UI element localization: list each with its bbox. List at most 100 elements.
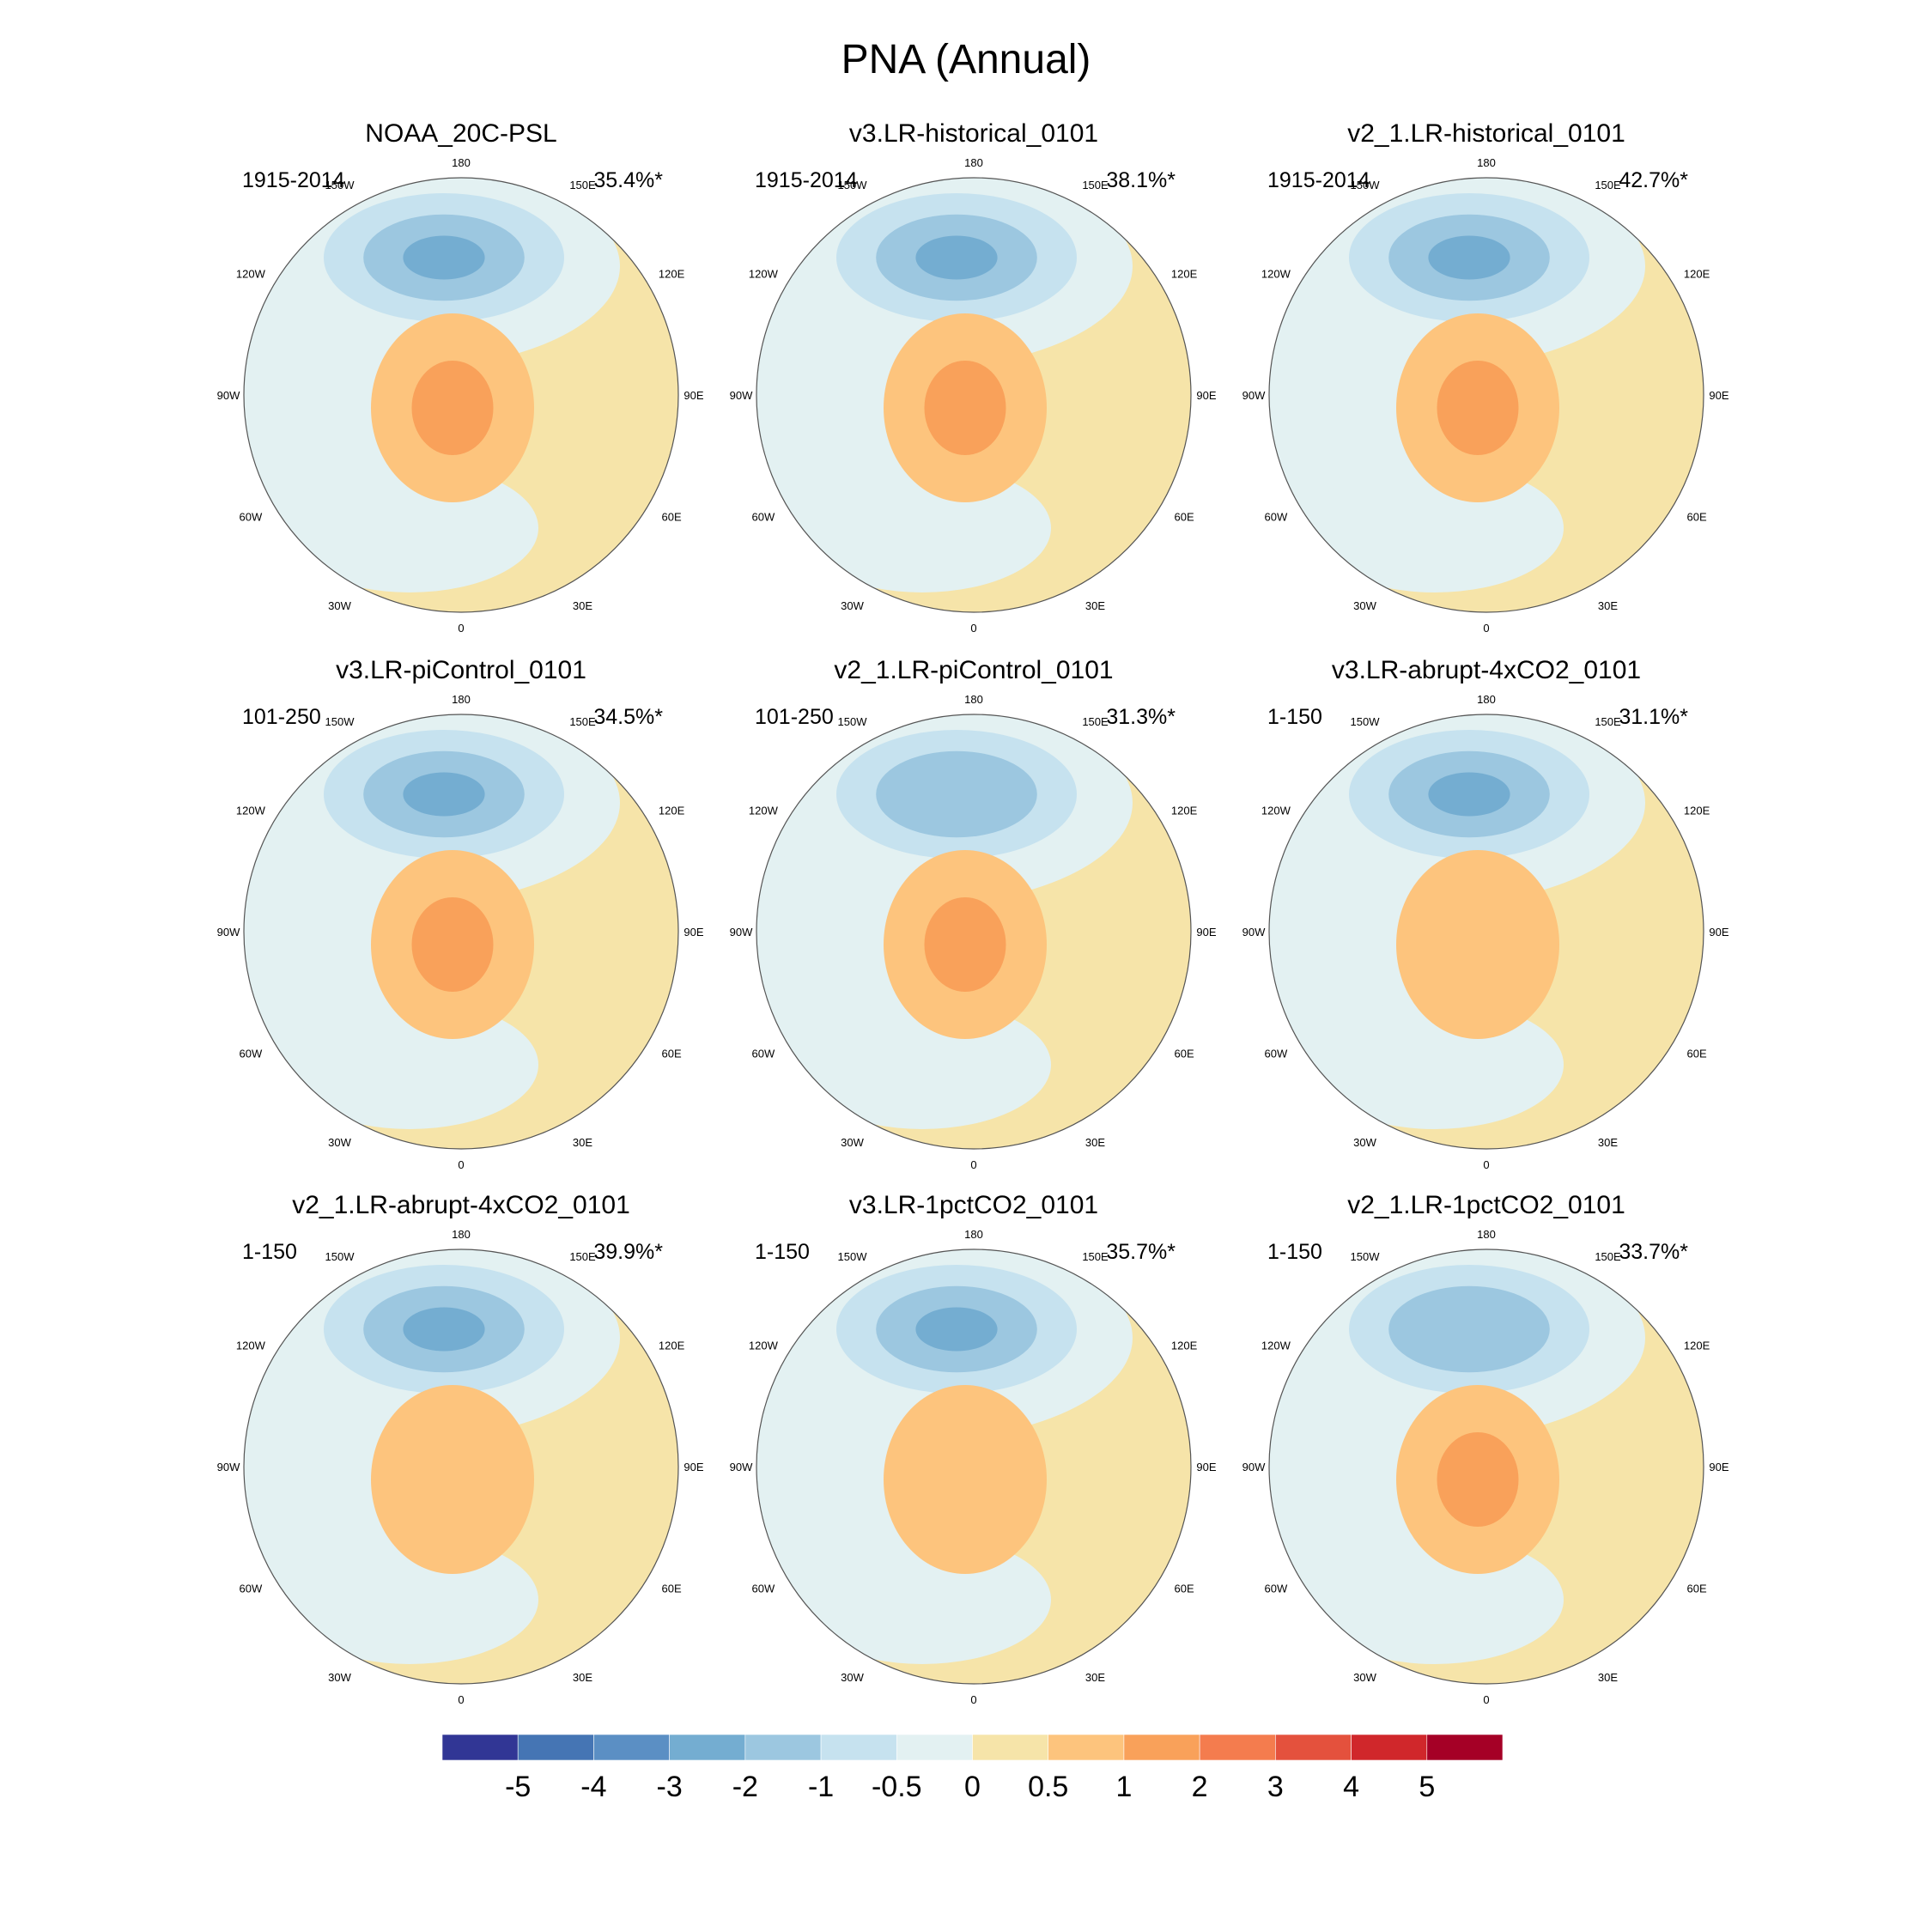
longitude-label: 60W bbox=[752, 1583, 775, 1595]
map-boundary bbox=[1268, 177, 1704, 613]
longitude-label: 150E bbox=[1595, 715, 1621, 728]
longitude-label: 120E bbox=[1684, 805, 1710, 817]
map-boundary bbox=[756, 714, 1192, 1150]
map-boundary bbox=[756, 1249, 1192, 1685]
pacific-low-contour bbox=[1428, 235, 1510, 280]
panel-title: v2_1.LR-piControl_0101 bbox=[834, 656, 1113, 684]
longitude-label: 60W bbox=[752, 511, 775, 524]
longitude-label: 90W bbox=[1242, 1461, 1266, 1473]
longitude-label: 180 bbox=[1477, 1228, 1496, 1241]
longitude-label: 150W bbox=[838, 179, 868, 191]
longitude-label: 90E bbox=[1196, 389, 1216, 402]
figure-title: PNA (Annual) bbox=[841, 37, 1091, 82]
longitude-label: 0 bbox=[1483, 1693, 1489, 1706]
longitude-label: 90W bbox=[217, 1461, 240, 1473]
colorbar-tick-label: 0.5 bbox=[1028, 1771, 1068, 1803]
pacific-low-contour bbox=[403, 1307, 485, 1352]
longitude-label: 150W bbox=[325, 179, 355, 191]
panel-variance: 38.1%* bbox=[1106, 168, 1176, 192]
arctic-high-contour bbox=[411, 897, 494, 992]
colorbar-tick-label: 2 bbox=[1192, 1771, 1208, 1803]
longitude-label: 180 bbox=[452, 156, 471, 169]
colorbar-swatch bbox=[820, 1734, 897, 1761]
panel-period: 1915-2014 bbox=[242, 168, 345, 192]
panel-variance: 35.4%* bbox=[593, 168, 663, 192]
longitude-label: 90W bbox=[730, 1461, 753, 1473]
colorbar-swatch bbox=[972, 1734, 1049, 1761]
colorbar: -5 -4 -3 -2 -1 -0.5 0 0.5 1 2 3 4 5 bbox=[441, 1734, 1504, 1803]
arctic-high-contour bbox=[924, 897, 1006, 992]
longitude-label: 120W bbox=[236, 268, 266, 281]
longitude-label: 180 bbox=[1477, 156, 1496, 169]
map-field bbox=[1269, 714, 1704, 1149]
longitude-label: 30E bbox=[1085, 1136, 1105, 1149]
longitude-label: 150E bbox=[1595, 179, 1621, 191]
longitude-label: 120W bbox=[749, 1340, 779, 1352]
colorbar-tick-label: -5 bbox=[505, 1771, 531, 1803]
colorbar-swatch bbox=[1275, 1734, 1352, 1761]
map-boundary bbox=[756, 177, 1192, 613]
map-field bbox=[1269, 1249, 1704, 1684]
longitude-label: 60E bbox=[1175, 511, 1194, 524]
colorbar-tick-label: -0.5 bbox=[872, 1771, 922, 1803]
longitude-label: 60E bbox=[662, 511, 682, 524]
arctic-high-contour bbox=[1437, 1432, 1519, 1527]
longitude-label: 0 bbox=[1483, 622, 1489, 635]
pacific-low-contour bbox=[1388, 1285, 1550, 1373]
longitude-label: 90W bbox=[217, 389, 240, 402]
colorbar-swatch bbox=[517, 1734, 594, 1761]
panel-period: 1915-2014 bbox=[1267, 168, 1370, 192]
panel-period: 1-150 bbox=[1267, 1240, 1322, 1264]
pacific-low-contour bbox=[403, 235, 485, 280]
longitude-label: 120W bbox=[236, 805, 266, 817]
longitude-label: 30E bbox=[1598, 599, 1618, 612]
panel-title: NOAA_20C-PSL bbox=[365, 119, 556, 148]
longitude-label: 30E bbox=[573, 599, 592, 612]
colorbar-swatch bbox=[441, 1734, 519, 1761]
longitude-label: 90E bbox=[1196, 926, 1216, 939]
panel-period: 101-250 bbox=[755, 705, 834, 729]
longitude-label: 120W bbox=[1261, 805, 1291, 817]
longitude-label: 0 bbox=[970, 1158, 976, 1171]
map-panel: v3.LR-historical_0101 1915-2014 38.1%* 180 1… bbox=[730, 119, 1217, 635]
colorbar-swatch bbox=[744, 1734, 822, 1761]
longitude-label: 60E bbox=[1687, 1583, 1707, 1595]
longitude-label: 120E bbox=[659, 805, 685, 817]
map-panel: v2_1.LR-1pctCO2_0101 1-150 33.7%* 180 150E 12… bbox=[1242, 1191, 1729, 1706]
panel-title: v2_1.LR-historical_0101 bbox=[1347, 119, 1625, 148]
longitude-label: 60W bbox=[240, 1583, 263, 1595]
longitude-label: 30W bbox=[1353, 1136, 1376, 1149]
panel-variance: 39.9%* bbox=[593, 1240, 663, 1264]
longitude-label: 60W bbox=[1265, 1583, 1288, 1595]
longitude-label: 120E bbox=[1171, 805, 1198, 817]
longitude-label: 150E bbox=[1082, 715, 1109, 728]
arctic-high-contour bbox=[371, 1385, 534, 1574]
longitude-label: 120E bbox=[1171, 1340, 1198, 1352]
longitude-label: 120E bbox=[659, 1340, 685, 1352]
longitude-label: 60E bbox=[662, 1048, 682, 1060]
panel-title: v3.LR-piControl_0101 bbox=[336, 656, 586, 684]
longitude-label: 120W bbox=[749, 268, 779, 281]
colorbar-tick-label: 0 bbox=[964, 1771, 981, 1803]
longitude-label: 60W bbox=[1265, 511, 1288, 524]
colorbar-tick-label: 1 bbox=[1115, 1771, 1132, 1803]
longitude-label: 30W bbox=[328, 1136, 351, 1149]
panel-period: 1-150 bbox=[1267, 705, 1322, 729]
longitude-label: 30W bbox=[841, 599, 864, 612]
panel-period: 1915-2014 bbox=[755, 168, 858, 192]
map-panel: v2_1.LR-abrupt-4xCO2_0101 1-150 39.9%* 180 1… bbox=[217, 1191, 704, 1706]
longitude-label: 120W bbox=[236, 1340, 266, 1352]
longitude-label: 90W bbox=[217, 926, 240, 939]
map-boundary bbox=[243, 714, 679, 1150]
longitude-label: 120E bbox=[1684, 1340, 1710, 1352]
colorbar-swatch bbox=[1351, 1734, 1428, 1761]
longitude-label: 150W bbox=[1351, 1250, 1381, 1263]
longitude-label: 0 bbox=[970, 622, 976, 635]
longitude-label: 90W bbox=[730, 389, 753, 402]
longitude-label: 120W bbox=[749, 805, 779, 817]
panel-variance: 31.1%* bbox=[1619, 705, 1688, 729]
longitude-label: 150E bbox=[569, 1250, 596, 1263]
colorbar-tick-label: -1 bbox=[808, 1771, 834, 1803]
panel-period: 1-150 bbox=[242, 1240, 297, 1264]
